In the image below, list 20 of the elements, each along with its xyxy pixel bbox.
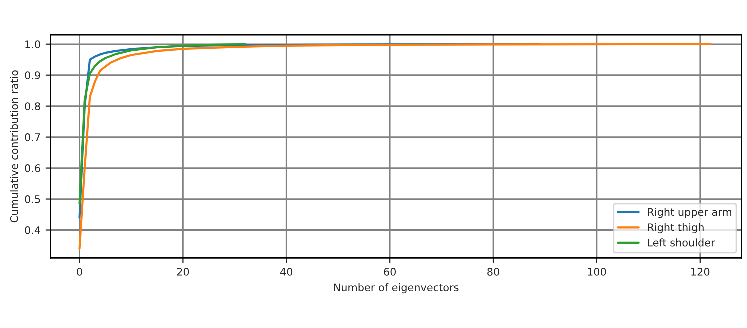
y-tick-label: 1.0 — [26, 40, 40, 48]
x-tick-label: 100 — [588, 268, 606, 276]
y-tick-label: 0.9 — [25, 72, 40, 80]
line-series — [78, 43, 246, 205]
y-tick-label: 0.4 — [25, 226, 40, 234]
legend-label: Right thigh — [648, 223, 704, 234]
y-axis-title: Cumulative contribution ratio — [10, 70, 18, 223]
legend-label: Right upper arm — [648, 208, 732, 218]
y-tick-label: 0.6 — [25, 164, 40, 172]
x-tick-label: 60 — [384, 268, 396, 276]
x-tick-label: 80 — [488, 268, 500, 276]
y-tick-label: 0.5 — [25, 196, 40, 204]
x-axis-title: Number of eigenvectors — [334, 283, 459, 294]
x-tick-label: 40 — [280, 268, 293, 276]
y-tick-label: 0.8 — [25, 102, 40, 110]
x-tick-label: 120 — [692, 268, 710, 276]
y-tick-label: 0.7 — [25, 134, 40, 142]
x-tick-label: 0 — [77, 268, 82, 276]
x-tick-label: 20 — [177, 268, 190, 276]
legend-label: Left shoulder — [648, 238, 716, 247]
